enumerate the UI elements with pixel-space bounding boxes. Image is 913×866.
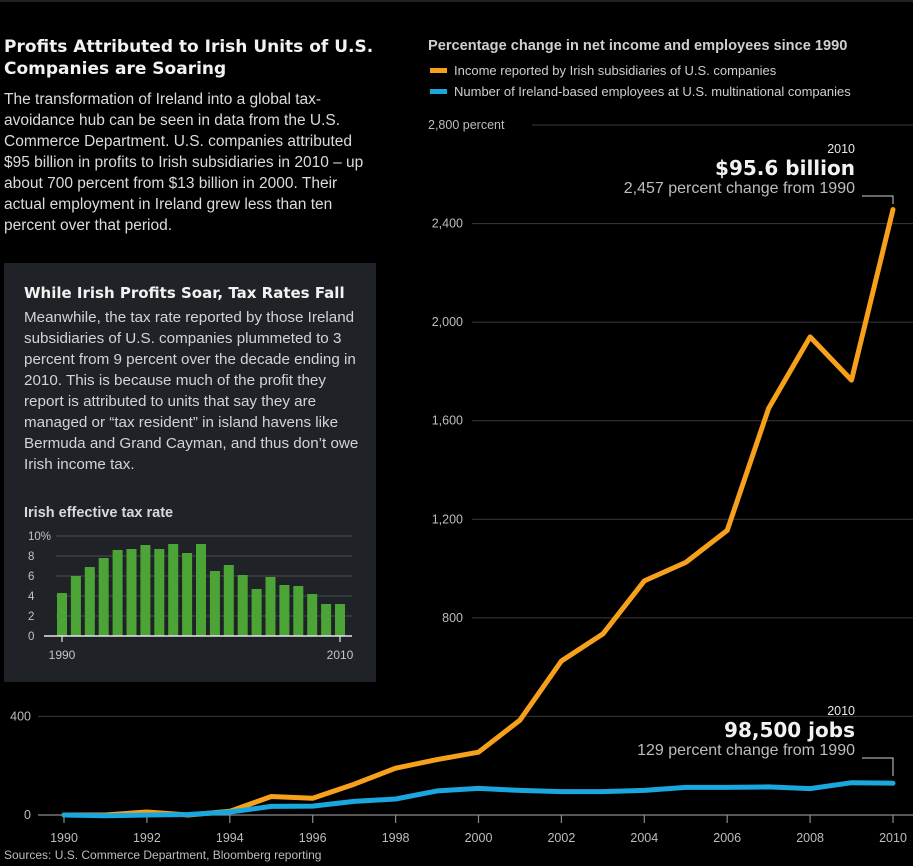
mini-bar [209,571,220,636]
employees-annotation-sub: 129 percent change from 1990 [637,742,855,759]
y-tick-label: 2,800 percent [428,118,505,132]
x-tick-label: 1996 [299,831,327,845]
mini-bar [237,575,248,636]
mini-bar [57,593,67,636]
mini-bar [321,604,332,636]
mini-x-tick-label: 1990 [49,648,76,662]
panel-title: While Irish Profits Soar, Tax Rates Fall [24,284,345,302]
mini-bar [293,586,304,636]
x-tick-label: 2006 [713,831,741,845]
mini-bar [251,589,262,636]
employees-annotation-year: 2010 [827,704,855,718]
mini-bar [223,565,234,636]
mini-bar [265,577,276,636]
income-annotation-sub: 2,457 percent change from 1990 [623,180,855,197]
employees-annotation: 2010 98,500 jobs 129 percent change from… [637,704,855,760]
top-divider [0,0,913,2]
mini-y-tick-label: 8 [28,551,34,563]
mini-y-tick-label: 0 [28,631,34,643]
income-annotation-leader [862,195,894,204]
legend-swatch-employees [430,89,447,95]
mini-chart-title: Irish effective tax rate [24,505,174,521]
x-tick-label: 2010 [879,831,907,845]
mini-y-tick-label: 6 [28,571,34,583]
mini-bar [84,567,95,636]
mini-bar [182,553,193,636]
x-tick-label: 1992 [133,831,161,845]
mini-bar [140,545,151,636]
income-annotation: 2010 $95.6 billion 2,457 percent change … [624,142,855,198]
y-tick-label: 1,600 [432,414,463,428]
legend-swatch-income [430,68,447,74]
source-note: Sources: U.S. Commerce Department, Bloom… [4,848,322,862]
tax-rate-panel: While Irish Profits Soar, Tax Rates Fall… [4,263,376,682]
y-tick-label: 2,400 [432,217,463,231]
income-annotation-value: $95.6 billion [715,156,855,180]
legend-label-employees: Number of Ireland-based employees at U.S… [454,84,851,99]
mini-y-tick-label: 4 [28,591,35,603]
panel-text: Meanwhile, the tax rate reported by thos… [24,309,359,473]
main-chart-title: Percentage change in net income and empl… [428,38,848,54]
intro-text: The transformation of Ireland into a glo… [4,91,364,234]
mini-x-tick-label: 2010 [327,648,354,662]
mini-y-tick-label: 2 [28,611,34,623]
mini-bar [196,544,206,636]
mini-bar [279,585,290,636]
x-tick-label: 1990 [50,831,78,845]
mini-bar [126,549,137,636]
mini-y-tick-label: 10% [28,531,51,543]
y-tick-label: 0 [24,808,31,822]
mini-bar [335,604,345,636]
x-tick-label: 1994 [216,831,244,845]
mini-bar [168,544,179,636]
tax-rate-bar-chart: 0 2 4 6 8 10% 1990 2010 [28,531,354,662]
mini-bar [70,576,81,636]
mini-bar [154,549,165,636]
income-annotation-year: 2010 [827,142,855,156]
x-tick-label: 2002 [547,831,575,845]
employees-annotation-value: 98,500 jobs [724,718,855,742]
y-tick-label: 400 [10,709,31,723]
headline: Profits Attributed to Irish Units of U.S… [4,37,374,79]
employees-series-line [61,780,896,819]
mini-bar [307,594,318,636]
mini-bar [112,550,123,636]
x-tick-label: 2000 [465,831,493,845]
x-tick-label: 1998 [382,831,410,845]
legend-item-employees: Number of Ireland-based employees at U.S… [430,84,851,99]
legend-item-income: Income reported by Irish subsidiaries of… [430,63,776,78]
y-tick-label: 1,200 [432,512,463,526]
mini-bar [98,558,109,636]
y-tick-label: 2,000 [432,315,463,329]
x-tick-label: 2008 [796,831,824,845]
employees-annotation-leader [862,757,894,776]
y-tick-label: 800 [442,611,463,625]
legend-label-income: Income reported by Irish subsidiaries of… [454,63,777,78]
x-tick-label: 2004 [630,831,658,845]
